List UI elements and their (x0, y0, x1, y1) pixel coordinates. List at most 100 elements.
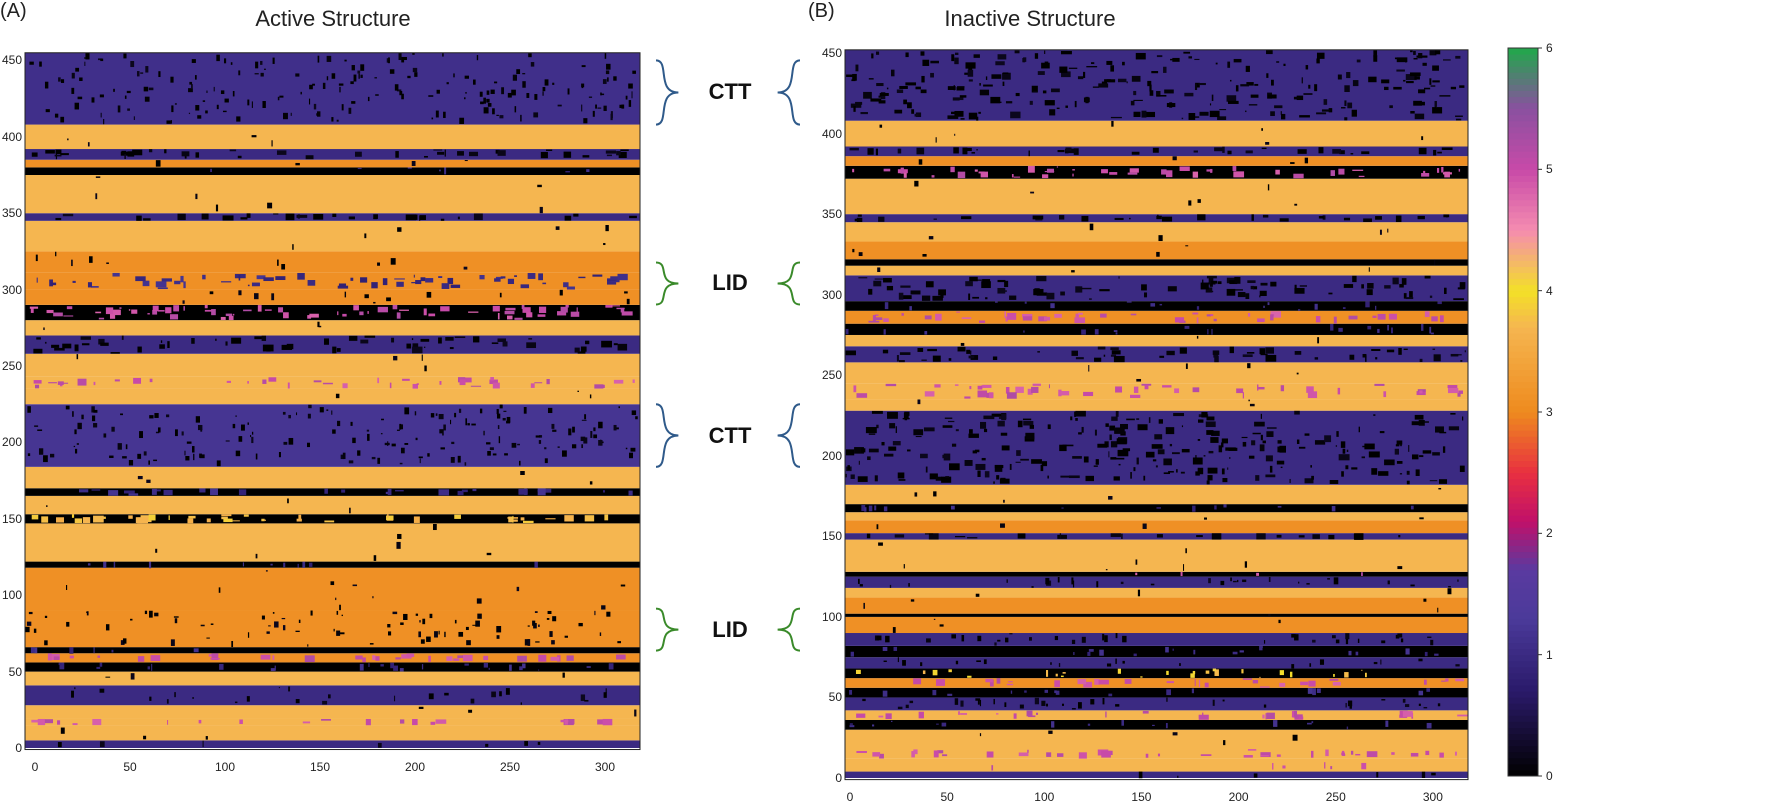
heatmap-cell (1410, 584, 1415, 587)
heatmap-cell (103, 118, 105, 125)
heatmap-cell (283, 112, 288, 120)
heatmap-cell (1143, 475, 1146, 481)
heatmap-cell (36, 277, 38, 283)
heatmap-cell (856, 750, 867, 754)
heatmap-cell (234, 701, 238, 704)
heatmap-cell (277, 259, 279, 266)
heatmap-cell (147, 666, 151, 670)
heatmap-cell (610, 113, 613, 121)
x-tick-label: 150 (309, 760, 331, 774)
heatmap-cell (606, 611, 611, 617)
heatmap-cell (1103, 354, 1106, 357)
colorbar-segment (1508, 375, 1538, 383)
heatmap-cell (56, 517, 65, 523)
heatmap-cell (1255, 475, 1260, 481)
heatmap-cell (1381, 79, 1390, 84)
heatmap-cell (863, 91, 872, 99)
heatmap-cell (914, 180, 919, 187)
heatmap-cell (374, 77, 377, 79)
heatmap-cell (1198, 82, 1206, 86)
heatmap-cell (1145, 753, 1149, 758)
heatmap-cell (166, 414, 170, 418)
colorbar-segment (1508, 145, 1538, 152)
colorbar-segment (1508, 399, 1538, 407)
heatmap-cell (225, 440, 230, 442)
heatmap-cell (93, 409, 98, 413)
heatmap-cell (213, 86, 215, 92)
heatmap-cell (155, 160, 161, 167)
heatmap-cell (1049, 109, 1056, 116)
heatmap-cell (879, 92, 889, 96)
heatmap-cell (1183, 51, 1191, 54)
heatmap-cell (1410, 110, 1415, 114)
heatmap-cell (523, 656, 525, 661)
heatmap-cell (616, 654, 626, 660)
heatmap-cell (1220, 580, 1225, 586)
heatmap-cell (1391, 752, 1395, 755)
heatmap-cell (620, 584, 626, 587)
heatmap-cell (896, 355, 899, 362)
heatmap-cell (1023, 330, 1025, 333)
heatmap-band (25, 725, 640, 741)
heatmap-cell (231, 640, 234, 648)
heatmap-cell (1242, 579, 1247, 583)
heatmap-cell (444, 149, 446, 157)
heatmap-cell (1144, 384, 1149, 390)
colorbar-tick-label: 1 (1546, 647, 1553, 662)
heatmap-cell (1137, 424, 1148, 431)
heatmap-cell (1260, 413, 1262, 419)
heatmap-cell (1042, 174, 1049, 179)
heatmap-cell (418, 706, 424, 709)
heatmap-cell (53, 656, 60, 661)
heatmap-cell (530, 383, 535, 388)
heatmap-cell (512, 519, 518, 522)
heatmap-cell (113, 88, 115, 92)
heatmap-cell (978, 111, 981, 114)
heatmap-cell (322, 700, 328, 705)
heatmap-cell (1149, 90, 1154, 96)
heatmap-cell (489, 379, 498, 385)
heatmap-cell (1377, 313, 1386, 320)
heatmap-cell (852, 73, 857, 81)
heatmap-cell (1120, 423, 1128, 430)
heatmap-cell (353, 305, 359, 311)
region-label-lid: LID (712, 270, 748, 296)
heatmap-cell (981, 457, 986, 461)
heatmap-cell (143, 451, 147, 456)
heatmap-cell (256, 275, 266, 280)
heatmap-cell (174, 103, 177, 105)
heatmap-cell (309, 562, 313, 567)
heatmap-cell (174, 618, 178, 624)
heatmap-cell (1030, 191, 1035, 194)
heatmap-cell (292, 244, 294, 250)
heatmap-cell (948, 669, 952, 673)
heatmap-cell (1055, 673, 1058, 677)
heatmap-cell (1192, 505, 1196, 512)
heatmap-cell (1164, 89, 1174, 94)
heatmap-cell (1460, 360, 1463, 362)
heatmap-cell (1077, 76, 1084, 80)
heatmap-cell (1279, 670, 1284, 676)
heatmap-cell (532, 620, 536, 626)
heatmap-cell (99, 741, 105, 748)
heatmap-cell (897, 657, 899, 663)
heatmap-band (25, 705, 640, 719)
heatmap-cell (137, 656, 145, 662)
heatmap-cell (933, 218, 937, 220)
y-tick-label: 0 (835, 771, 842, 785)
heatmap-cell (410, 214, 418, 220)
heatmap-cell (1390, 327, 1393, 334)
heatmap-cell (1044, 61, 1049, 64)
heatmap-cell (993, 481, 995, 484)
heatmap-cell (1367, 283, 1374, 289)
heatmap-cell (1075, 313, 1080, 318)
heatmap-cell (229, 149, 237, 152)
x-tick-label: 250 (1325, 790, 1346, 804)
heatmap-cell (1343, 284, 1354, 288)
heatmap-cell (1324, 435, 1332, 443)
heatmap-cell (440, 306, 450, 312)
y-tick-label: 350 (1, 206, 22, 221)
heatmap-cell (565, 304, 569, 308)
heatmap-cell (1361, 151, 1370, 155)
